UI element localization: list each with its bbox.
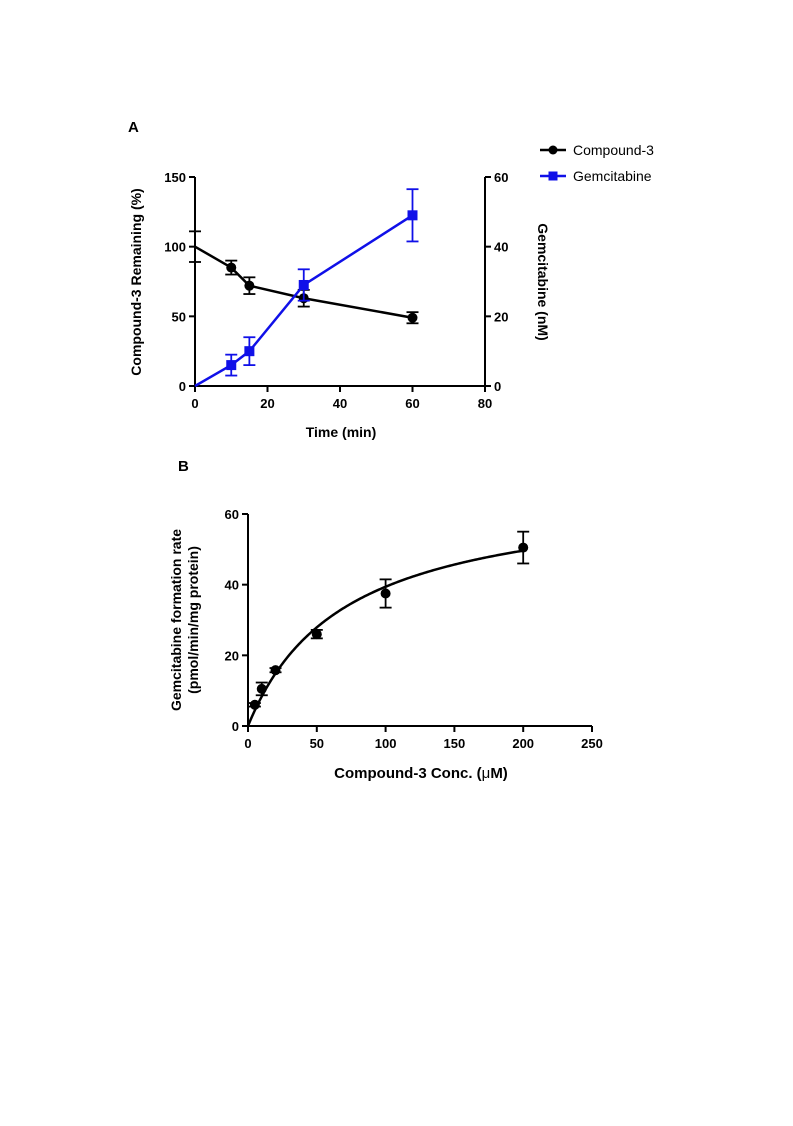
panel-a-x-tick-label: 80: [478, 396, 492, 411]
panel-b-x-tick-label: 150: [444, 736, 466, 751]
panel-b-y-tick-label: 40: [225, 578, 239, 593]
panel-a-x-tick-label: 0: [191, 396, 198, 411]
legend-label-compound-3: Compound-3: [573, 142, 654, 158]
panel-a-right-y-tick-label: 0: [494, 379, 501, 394]
panel-b-label: B: [178, 458, 189, 475]
panel-b-x-tick-label: 250: [581, 736, 603, 751]
panel-a-label: A: [128, 119, 139, 136]
panel-a-x-axis-label: Time (min): [306, 424, 377, 440]
data-point-compound-3: [244, 280, 255, 291]
data-point: [311, 629, 322, 640]
panel-b-y-axis-label-line2: (pmol/min/mg protein): [185, 546, 201, 694]
panel-a-left-y-tick-label: 100: [164, 240, 186, 255]
panel-b-x-axis-label-end: M): [490, 765, 508, 782]
data-point-gemcitabine: [407, 210, 418, 221]
panel-a-left-y-tick-label: 50: [172, 309, 186, 324]
panel-b-x-tick-label: 0: [244, 736, 251, 751]
panel-b-x-tick-label: 200: [512, 736, 534, 751]
panel-b-y-tick-label: 20: [225, 648, 239, 663]
data-point: [249, 699, 260, 710]
panel-b-x-axis-label-main: Compound-3 Conc. (: [334, 765, 481, 782]
panel-b-x-tick-label: 50: [310, 736, 324, 751]
panel-a-right-y-tick-label: 40: [494, 240, 508, 255]
panel-a-chart: Time (min) Compound-3 Remaining (%) Gemc…: [128, 170, 551, 440]
data-point: [256, 683, 267, 694]
legend-marker-gemcitabine: [548, 171, 558, 181]
panel-a-x-tick-label: 40: [333, 396, 347, 411]
data-point: [270, 665, 281, 676]
panel-a-x-tick-label: 60: [405, 396, 419, 411]
panel-a-right-y-axis-label: Gemcitabine (nM): [535, 223, 551, 340]
data-point-gemcitabine: [298, 279, 309, 290]
panel-a-x-tick-label: 20: [260, 396, 274, 411]
panel-b-x-tick-label: 100: [375, 736, 397, 751]
panel-a-legend: Compound-3 Gemcitabine: [540, 142, 654, 184]
panel-b-y-tick-label: 0: [232, 719, 239, 734]
data-point-compound-3: [226, 262, 237, 273]
panel-b-y-tick-label: 60: [225, 507, 239, 522]
fit-curve: [246, 549, 524, 727]
legend-label-gemcitabine: Gemcitabine: [573, 168, 652, 184]
legend-marker-compound-3: [548, 145, 558, 155]
panel-a-right-y-tick-label: 20: [494, 309, 508, 324]
panel-b-chart: Compound-3 Conc. (μM) Gemcitabine format…: [168, 507, 603, 782]
panel-a-right-y-tick-label: 60: [494, 170, 508, 185]
panel-b-x-axis-label-mu: μ: [482, 765, 491, 782]
data-point-gemcitabine: [226, 360, 237, 371]
panel-b-x-axis-label: Compound-3 Conc. (μM): [334, 765, 508, 782]
panel-a-left-y-tick-label: 150: [164, 170, 186, 185]
panel-a-left-y-tick-label: 0: [179, 379, 186, 394]
data-point: [518, 542, 529, 553]
data-point: [380, 588, 391, 599]
panel-b-y-axis-label-line1: Gemcitabine formation rate: [168, 529, 184, 711]
data-point-gemcitabine: [244, 346, 255, 357]
panel-a-left-y-axis-label: Compound-3 Remaining (%): [128, 188, 144, 375]
data-point-compound-3: [407, 312, 418, 323]
